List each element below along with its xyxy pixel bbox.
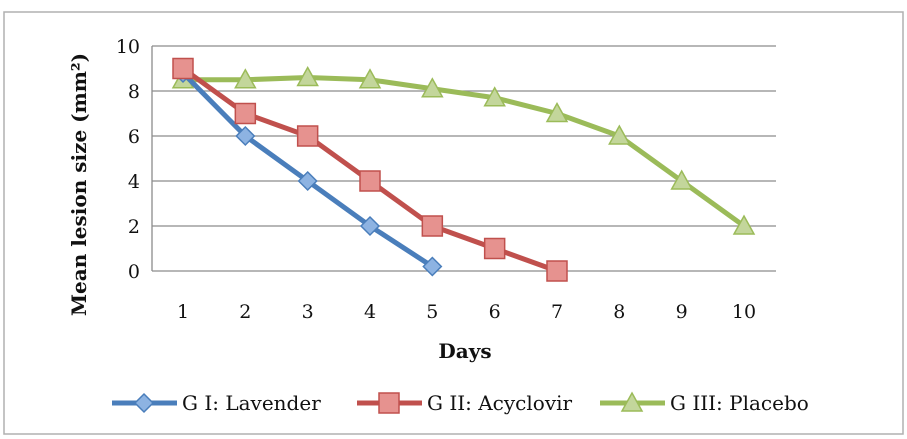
data-point [608,124,631,145]
data-point [297,170,318,192]
data-point [545,101,569,123]
legend-marker [378,392,400,414]
x-tick-labels: 1 2 3 4 5 6 7 8 9 10 [177,301,756,323]
x-tick-label: 3 [302,301,314,323]
series-lines [171,57,756,282]
legend-label: G I: Lavender [182,391,321,415]
x-tick-label: 5 [426,301,438,323]
data-point [234,68,257,89]
y-tick-label: 8 [128,81,140,103]
x-tick-label: 2 [239,301,251,323]
data-point [234,102,257,125]
data-point [421,215,444,237]
y-tick-label: 0 [128,261,140,283]
legend: G I: Lavender G II: Acyclovir G III: Place… [112,391,809,415]
x-tick-label: 10 [732,301,756,323]
data-point [483,86,506,107]
data-point [296,125,319,147]
legend-marker [133,392,155,414]
x-tick-label: 8 [613,301,625,323]
data-point [296,65,319,87]
x-tick-label: 9 [676,301,688,323]
y-tick-label: 10 [116,36,140,58]
y-tick-label: 2 [128,216,140,238]
series-1 [172,57,568,282]
data-point [235,125,256,147]
series-line [183,75,746,229]
data-point [483,237,506,260]
x-axis-title: Days [438,339,491,363]
y-tick-label: 6 [128,126,140,148]
data-point [359,170,381,192]
data-point [172,57,194,80]
data-point [732,214,756,235]
data-point [359,215,381,237]
data-point [422,256,443,277]
x-tick-label: 4 [364,301,376,323]
y-axis-title: Mean lesion size (mm²) [67,53,91,316]
data-point [421,77,444,98]
y-tick-label: 4 [128,171,140,193]
x-tick-label: 7 [551,301,563,323]
legend-item: G II: Acyclovir [357,391,573,415]
x-tick-label: 6 [489,301,501,323]
y-tick-labels: 0 2 4 6 8 10 [116,36,140,283]
legend-item: G III: Placebo [600,391,809,415]
chart-border [3,11,904,435]
legend-marker [620,391,644,412]
legend-label: G III: Placebo [670,391,809,415]
legend-label: G II: Acyclovir [427,391,573,415]
x-tick-label: 1 [177,301,189,323]
legend-item: G I: Lavender [112,391,321,415]
data-point [358,68,382,89]
data-point [670,169,693,190]
data-point [546,260,568,282]
